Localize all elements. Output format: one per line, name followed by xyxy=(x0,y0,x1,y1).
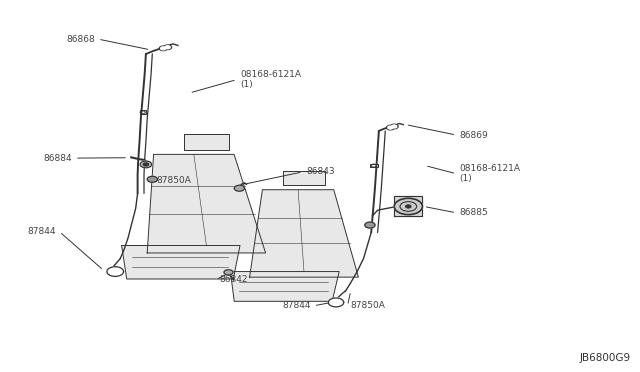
Text: 87850A: 87850A xyxy=(157,176,191,185)
Circle shape xyxy=(147,176,157,182)
Polygon shape xyxy=(394,196,422,216)
Text: 87850A: 87850A xyxy=(351,301,385,310)
Text: JB6800G9: JB6800G9 xyxy=(579,353,630,363)
Text: 87844: 87844 xyxy=(28,227,56,236)
Circle shape xyxy=(140,161,152,168)
Circle shape xyxy=(388,126,393,129)
Polygon shape xyxy=(122,246,240,279)
Circle shape xyxy=(406,205,411,208)
Circle shape xyxy=(143,163,148,166)
Circle shape xyxy=(224,270,233,275)
Polygon shape xyxy=(230,272,339,301)
Circle shape xyxy=(164,45,172,49)
Polygon shape xyxy=(107,267,124,272)
Text: 87844: 87844 xyxy=(282,301,310,310)
Circle shape xyxy=(387,125,394,130)
Circle shape xyxy=(161,47,166,50)
Circle shape xyxy=(392,125,397,128)
Text: 86869: 86869 xyxy=(460,131,488,140)
Text: 08168-6121A
(1): 08168-6121A (1) xyxy=(460,164,520,183)
Circle shape xyxy=(394,198,422,215)
Polygon shape xyxy=(147,154,266,253)
Polygon shape xyxy=(184,134,229,150)
Circle shape xyxy=(234,185,244,191)
Circle shape xyxy=(390,124,398,129)
Circle shape xyxy=(365,222,375,228)
Polygon shape xyxy=(250,190,358,277)
Text: 86868: 86868 xyxy=(66,35,95,44)
Text: 86884: 86884 xyxy=(43,154,72,163)
Text: 86843: 86843 xyxy=(306,167,335,176)
Polygon shape xyxy=(328,298,344,302)
Text: 86885: 86885 xyxy=(460,208,488,217)
Polygon shape xyxy=(284,171,324,185)
Circle shape xyxy=(165,46,170,49)
Text: 86842: 86842 xyxy=(219,275,248,284)
Text: 08168-6121A
(1): 08168-6121A (1) xyxy=(240,70,301,89)
Circle shape xyxy=(159,46,167,51)
